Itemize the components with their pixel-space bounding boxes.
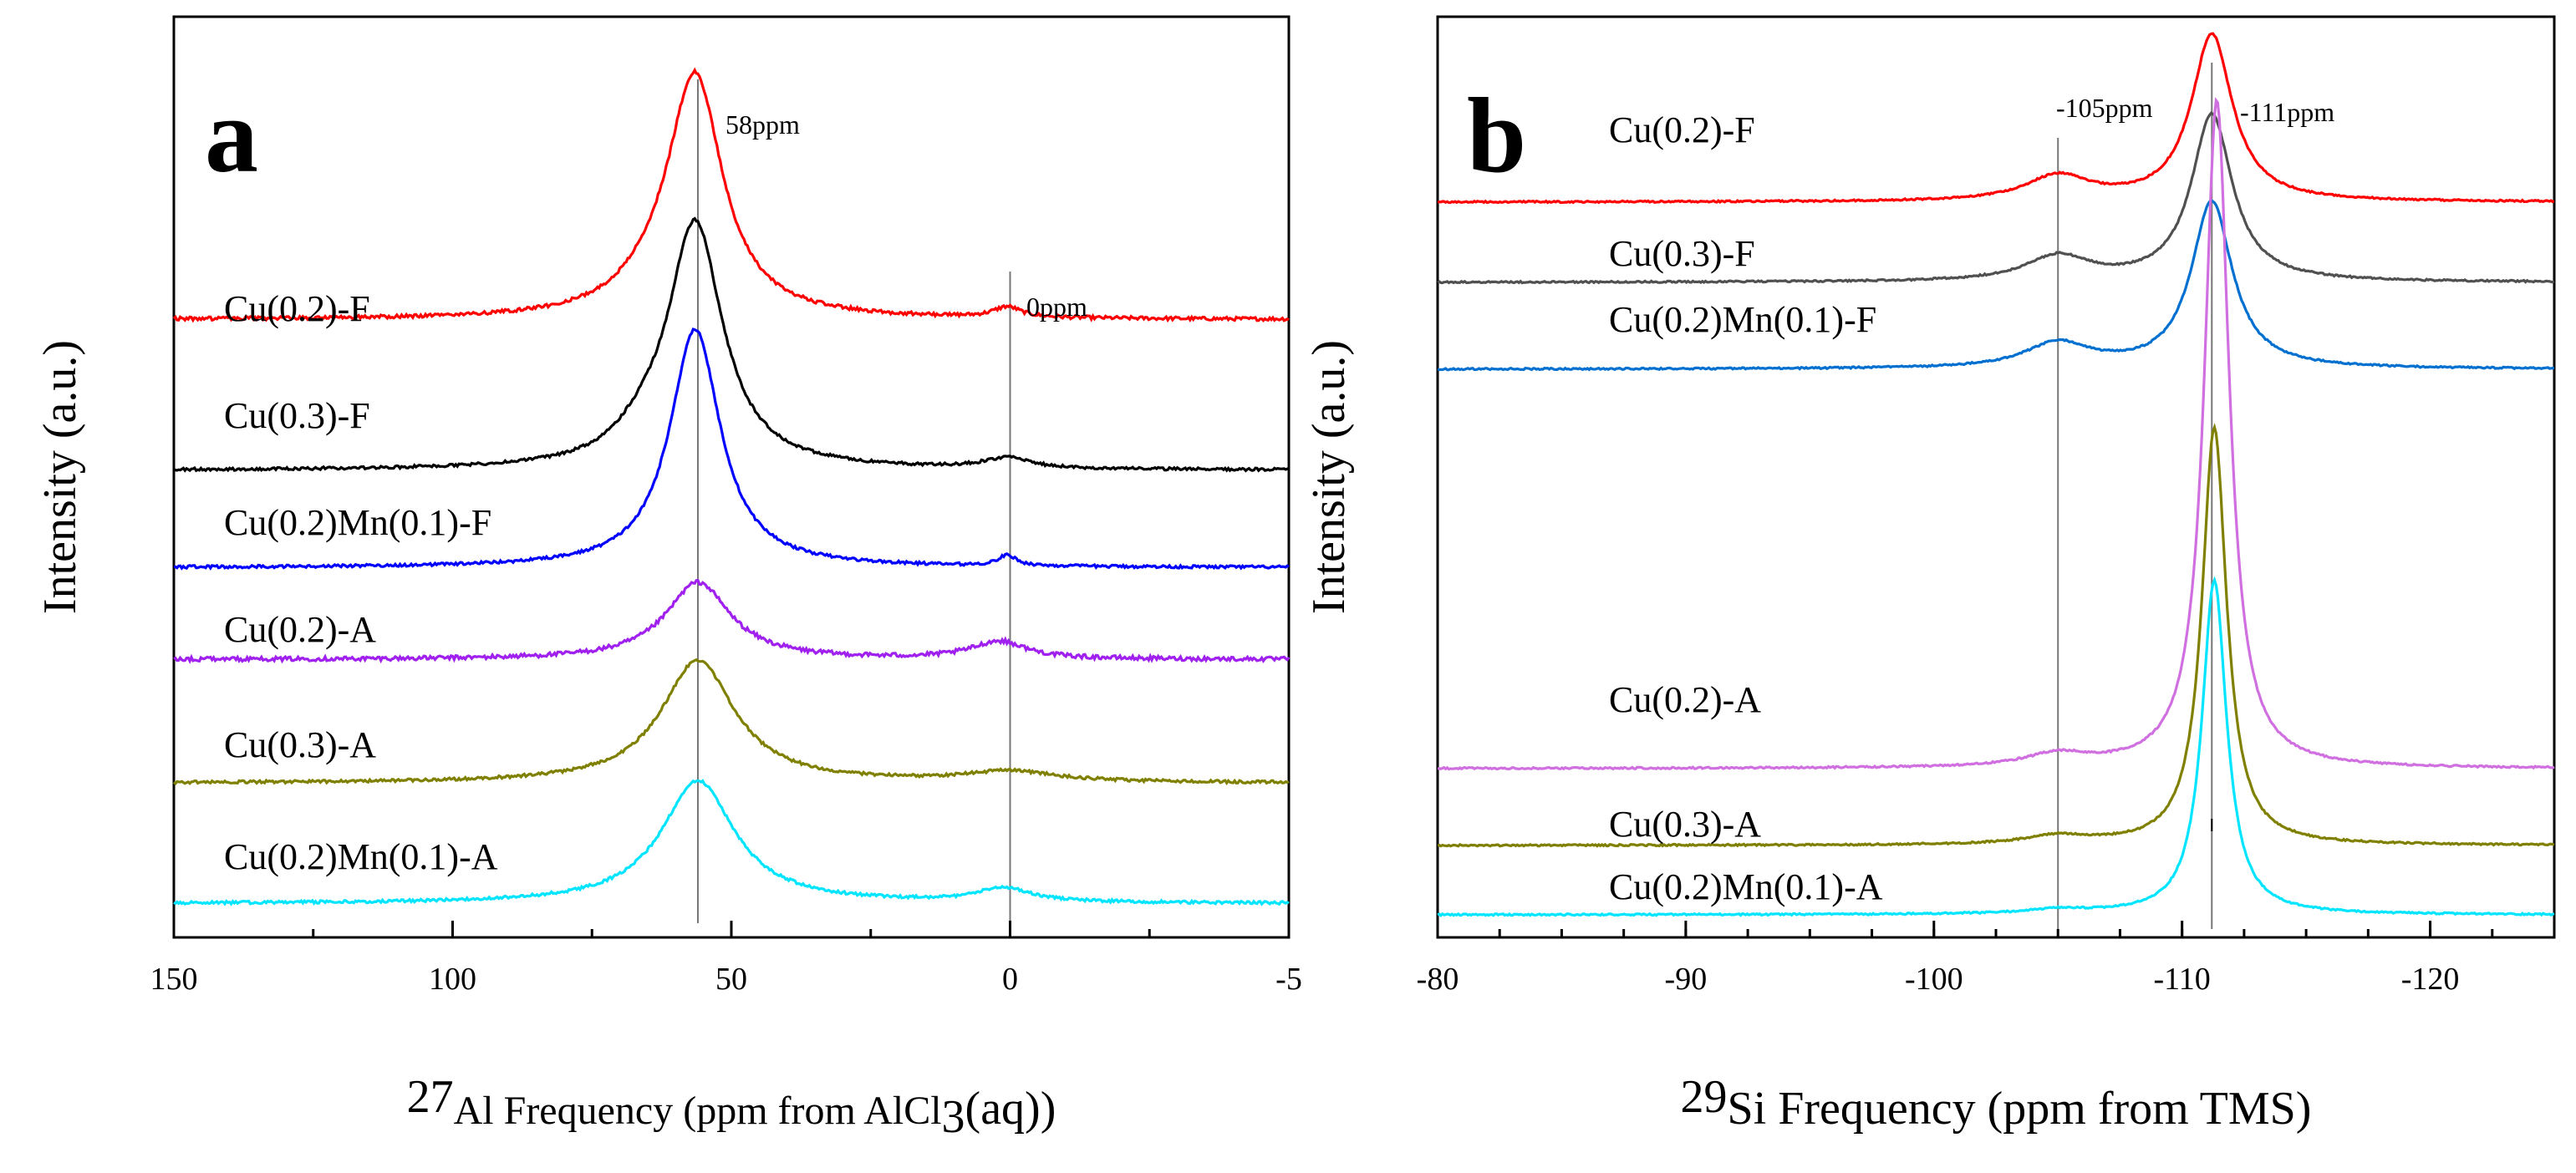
series-label-b-cu02mn01f: Cu(0.2)Mn(0.1)-F xyxy=(1609,299,1876,340)
tick-label-a-1: 100 xyxy=(429,962,476,997)
series-label-b-cu03f: Cu(0.3)-F xyxy=(1609,233,1755,274)
series-line-a-0 xyxy=(172,67,1290,323)
reference-lines-b xyxy=(2057,63,2213,929)
tick-label-b-1: -90 xyxy=(1665,962,1708,997)
series-line-b-1 xyxy=(1437,111,2555,285)
x-axis-title-a-end: (aq)) xyxy=(965,1083,1056,1135)
series-label-b-cu02mn01a: Cu(0.2)Mn(0.1)-A xyxy=(1609,866,1883,907)
panel-letter-a: a xyxy=(205,76,258,195)
series-label-a-cu02f: Cu(0.2)-F xyxy=(224,288,370,329)
tick-label-b-4: -120 xyxy=(2401,962,2460,997)
traces-a xyxy=(172,67,1291,906)
peak-label-minus105ppm: -105ppm xyxy=(2056,93,2153,123)
y-axis-title-b: Intensity (a.u.) xyxy=(1303,340,1355,614)
series-line-b-4 xyxy=(1437,423,2555,848)
tick-label-a-4: -5 xyxy=(1275,962,1302,997)
x-axis-title-a-sub: 3 xyxy=(942,1091,965,1143)
peak-label-58ppm: 58ppm xyxy=(725,109,800,140)
series-label-a-cu02mn01f: Cu(0.2)Mn(0.1)-F xyxy=(224,502,491,543)
x-axis-title-b-main: Si Frequency (ppm from TMS) xyxy=(1728,1083,2312,1135)
series-line-a-2 xyxy=(173,328,1290,571)
series-label-b-cu03a: Cu(0.3)-A xyxy=(1609,804,1761,845)
peak-label-minus111ppm: -111ppm xyxy=(2240,97,2334,127)
series-label-b-cu02a: Cu(0.2)-A xyxy=(1609,679,1761,720)
series-line-b-2 xyxy=(1437,198,2555,372)
series-label-a-cu02a: Cu(0.2)-A xyxy=(224,609,376,650)
series-label-a-cu02mn01a: Cu(0.2)Mn(0.1)-A xyxy=(224,836,498,877)
panel-a: 150 100 50 0 -5 a 58ppm 0ppm Cu(0.2)-F Cu(0.… xyxy=(34,15,1302,1143)
tick-label-a-2: 50 xyxy=(715,962,747,997)
series-line-a-4 xyxy=(172,658,1290,786)
y-axis-title-a: Intensity (a.u.) xyxy=(34,340,86,614)
plot-frame-b xyxy=(1436,15,2556,939)
x-ticks-b: -80 -90 -100 -110 -120 xyxy=(1417,921,2556,997)
tick-label-b-2: -100 xyxy=(1905,962,1963,997)
peak-label-0ppm: 0ppm xyxy=(1026,292,1087,322)
series-line-a-5 xyxy=(173,779,1290,906)
traces-b xyxy=(1437,32,2555,918)
x-axis-title-b: 29Si Frequency (ppm from TMS) xyxy=(1681,1071,2312,1135)
series-label-b-cu02f: Cu(0.2)-F xyxy=(1609,109,1755,150)
series-line-a-3 xyxy=(173,579,1291,664)
tick-label-b-3: -110 xyxy=(2154,962,2211,997)
tick-label-b-0: -80 xyxy=(1417,962,1459,997)
series-line-b-5 xyxy=(1437,576,2555,918)
panel-b: -80 -90 -100 -110 -120 b -105ppm -111ppm Cu(… xyxy=(1303,15,2556,1135)
tick-label-a-3: 0 xyxy=(1002,962,1018,997)
x-axis-title-a-sup: 27 xyxy=(407,1071,454,1123)
series-label-a-cu03a: Cu(0.3)-A xyxy=(224,724,376,765)
plot-frame-a xyxy=(172,15,1291,939)
series-line-a-1 xyxy=(173,216,1290,473)
x-ticks-a: 150 100 50 0 -5 xyxy=(150,921,1302,997)
tick-label-a-0: 150 xyxy=(150,962,198,997)
series-line-b-0 xyxy=(1437,32,2555,205)
series-label-a-cu03f: Cu(0.3)-F xyxy=(224,395,370,436)
x-axis-title-a: 27Al Frequency (ppm from AlCl3(aq)) xyxy=(407,1071,1056,1143)
x-axis-title-b-sup: 29 xyxy=(1681,1071,1728,1123)
x-axis-title-a-main: Al Frequency (ppm from AlCl xyxy=(454,1089,942,1133)
series-line-b-3 xyxy=(1437,97,2555,771)
panel-letter-b: b xyxy=(1467,76,1526,195)
